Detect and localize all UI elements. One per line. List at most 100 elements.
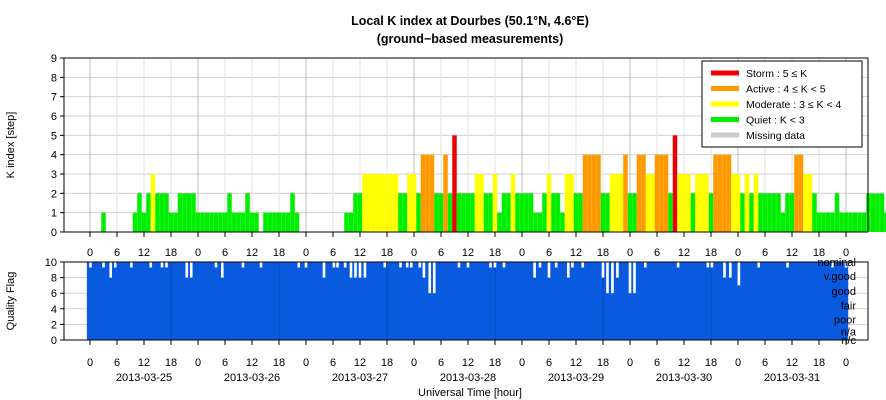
q-x-tick-label: 12 — [678, 357, 690, 369]
legend-label: Quiet : K < 3 — [746, 115, 805, 127]
quality-flag-label: n/a — [841, 326, 857, 338]
k-x-tick-label: 0 — [411, 247, 417, 259]
quality-flag-dip — [343, 262, 347, 268]
k-index-bar — [803, 174, 808, 232]
quality-flag-bars — [86, 262, 849, 340]
k-index-bar — [362, 174, 367, 232]
q-y-tick-label: 4 — [51, 304, 57, 316]
k-index-bar — [240, 212, 246, 232]
k-index-bar — [731, 174, 736, 232]
k-index-bar — [569, 174, 574, 232]
k-x-tick-label: 6 — [438, 247, 444, 259]
chart-subtitle: (ground−based measurements) — [377, 32, 564, 46]
q-x-tick-label: 0 — [735, 357, 741, 369]
k-x-tick-label: 18 — [813, 247, 825, 259]
quality-flag-label: v.good — [824, 271, 856, 283]
legend-label: Active : 4 ≤ K < 5 — [746, 84, 826, 96]
k-index-bar — [501, 193, 507, 232]
k-index-bar — [411, 174, 417, 232]
q-x-tick-label: 0 — [843, 357, 849, 369]
quality-flag-dip — [644, 262, 647, 268]
quality-flag-dip — [165, 262, 168, 268]
k-x-tick-label: 0 — [519, 247, 525, 259]
k-x-tick-label: 6 — [654, 247, 660, 259]
quality-flag-label: poor — [834, 315, 856, 327]
k-index-bar — [515, 193, 520, 232]
k-index-bar — [245, 193, 250, 232]
k-x-tick-label: 0 — [735, 247, 741, 259]
quality-flag-dip — [844, 262, 848, 268]
q-x-tick-label: 12 — [570, 357, 582, 369]
quality-flag-dip — [297, 262, 301, 268]
q-x-tick-label: 18 — [165, 357, 177, 369]
k-index-bar — [191, 193, 196, 232]
k-index-bar — [141, 212, 147, 232]
q-x-tick-label: 6 — [438, 357, 444, 369]
k-index-bar — [483, 193, 489, 232]
quality-flag-dip — [422, 262, 426, 278]
k-index-bar — [101, 212, 106, 232]
k-index-bar — [726, 154, 732, 232]
quality-flag-dip — [601, 262, 605, 278]
k-index-bars — [101, 135, 886, 232]
k-index-bar — [155, 193, 160, 232]
q-x-tick-label: 0 — [627, 357, 633, 369]
k-index-bar — [717, 154, 723, 232]
quality-flag-dip — [502, 262, 506, 268]
quality-flag-dip — [533, 262, 536, 278]
k-index-bar — [389, 174, 394, 232]
quality-flag-label: nominal — [817, 257, 856, 269]
quality-flag-dip — [332, 262, 336, 268]
q-x-tick-label: 12 — [786, 357, 798, 369]
k-index-bar — [447, 193, 453, 232]
k-index-bar — [699, 174, 705, 232]
k-index-bar — [375, 174, 381, 232]
k-y-tick-label: 3 — [51, 169, 57, 181]
k-index-bar — [164, 193, 169, 232]
k-index-bar — [713, 154, 718, 232]
k-y-tick-label: 9 — [51, 53, 57, 65]
k-x-tick-label: 0 — [87, 247, 93, 259]
q-x-tick-label: 12 — [246, 357, 258, 369]
k-index-bar — [560, 212, 565, 232]
quality-flag-dip — [304, 262, 308, 268]
k-index-bar — [137, 193, 142, 232]
quality-flag-dip — [241, 262, 245, 268]
q-y-tick-label: 6 — [51, 288, 57, 300]
k-index-bar — [443, 154, 448, 232]
quality-flag-dip — [149, 262, 153, 268]
k-index-bar — [393, 174, 399, 232]
k-index-bar — [182, 193, 187, 232]
chart-title: Local K index at Dourbes (50.1°N, 4.6°E) — [351, 14, 589, 28]
k-index-bar — [744, 174, 750, 232]
date-label: 2013-03-26 — [224, 372, 280, 384]
k-index-bar — [533, 212, 538, 232]
quality-flag-dip — [628, 262, 632, 294]
quality-flag-dip — [571, 262, 574, 268]
k-index-x-ticks: 0 6 12 18 0 6 12 18 0 6 12 18 0 6 12 18 0 6 12 18 0 6 12 18 0 6 12… — [87, 232, 849, 259]
q-x-tick-label: 6 — [762, 357, 768, 369]
k-index-bar — [506, 193, 511, 232]
k-index-bar — [537, 212, 543, 232]
k-index-bar — [839, 212, 844, 232]
quality-flag-dip — [259, 262, 263, 268]
k-index-bar — [600, 193, 606, 232]
k-index-bar — [555, 193, 561, 232]
k-x-tick-label: 6 — [330, 247, 336, 259]
quality-flag-dip — [706, 262, 710, 268]
k-index-bar — [294, 212, 300, 232]
quality-flag-dip — [554, 262, 558, 268]
k-index-bar — [168, 212, 174, 232]
k-index-bar — [479, 174, 484, 232]
k-index-bar — [825, 212, 831, 232]
k-index-bar — [173, 212, 178, 232]
k-index-bar — [623, 154, 628, 232]
k-index-bar — [762, 193, 768, 232]
quality-flag-dip — [676, 262, 680, 268]
k-index-bar — [267, 212, 273, 232]
k-index-bar — [200, 212, 205, 232]
quality-flag-y-ticks: 0 2 4 6 8 10 — [45, 257, 64, 347]
quality-flag-dip — [358, 262, 362, 278]
k-index-bar — [222, 212, 228, 232]
k-index-bar — [465, 193, 471, 232]
